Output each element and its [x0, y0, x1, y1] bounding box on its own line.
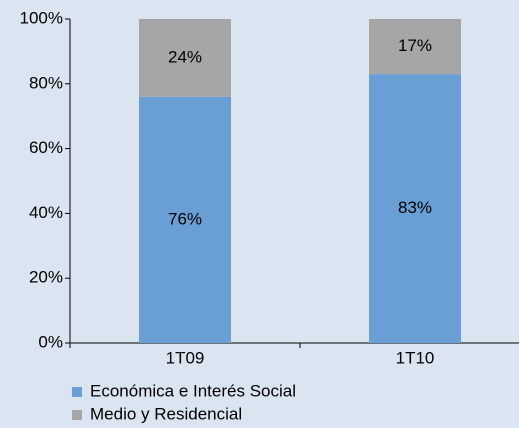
y-tick-label: 40% — [29, 203, 63, 222]
value-label: 83% — [398, 198, 432, 217]
bar-segment — [139, 19, 231, 97]
y-tick-label: 0% — [38, 332, 63, 351]
legend-swatch — [72, 410, 82, 420]
x-tick-label: 1T09 — [166, 348, 205, 367]
y-tick-label: 100% — [20, 8, 63, 27]
value-label: 17% — [398, 36, 432, 55]
value-label: 76% — [168, 209, 202, 228]
y-tick-label: 20% — [29, 268, 63, 287]
x-tick-label: 1T10 — [396, 348, 435, 367]
value-label: 24% — [168, 47, 202, 66]
y-tick-label: 80% — [29, 73, 63, 92]
y-tick-label: 60% — [29, 138, 63, 157]
bar-segment — [139, 96, 231, 343]
bar-segment — [369, 19, 461, 75]
bar-segment — [369, 74, 461, 343]
legend-label: Medio y Residencial — [90, 404, 242, 423]
legend-swatch — [72, 387, 82, 397]
legend-label: Económica e Interés Social — [90, 381, 296, 400]
